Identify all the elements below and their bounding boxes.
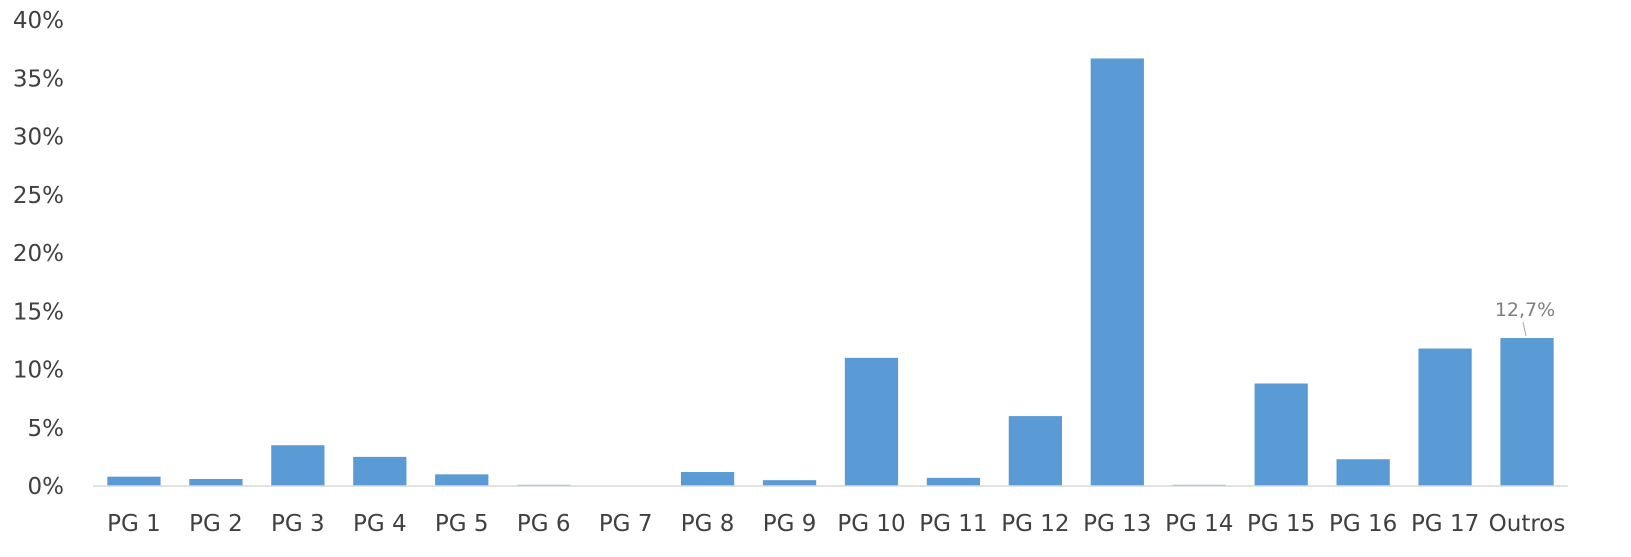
bar-pg-4 (353, 456, 407, 486)
x-tick-label: PG 7 (599, 511, 653, 537)
x-tick-label: PG 12 (1001, 511, 1069, 537)
bar-pg-16 (1336, 459, 1390, 486)
x-tick-label: PG 16 (1329, 511, 1397, 537)
bar-pg-13 (1090, 58, 1144, 486)
y-tick-label: 40% (13, 8, 64, 34)
y-tick-label: 5% (28, 416, 65, 442)
x-tick-label: PG 17 (1411, 511, 1479, 537)
x-axis: PG 1 PG 2 PG 3 PG 4 PG 5 PG 6 PG 7 PG 8 PG 9 PG 1… (107, 511, 1565, 537)
x-tick-label: PG 1 (107, 511, 161, 537)
bar-pg-9 (762, 480, 817, 486)
y-tick-label: 25% (13, 183, 64, 209)
x-tick-label: PG 8 (681, 511, 735, 537)
bar-pg-11 (926, 477, 981, 486)
x-tick-label: PG 3 (271, 511, 325, 537)
y-tick-label: 10% (13, 358, 64, 384)
bar-pg-17 (1418, 348, 1472, 486)
x-tick-label: PG 14 (1165, 511, 1233, 537)
x-tick-label: Outros (1489, 511, 1566, 537)
bar-pg-2 (189, 479, 243, 486)
data-label: 12,7% (1495, 299, 1555, 321)
y-tick-label: 35% (13, 66, 64, 92)
bar-pg-10 (844, 357, 899, 486)
bar-pg-1 (107, 476, 161, 486)
x-tick-label: PG 10 (837, 511, 905, 537)
x-tick-label: PG 4 (353, 511, 407, 537)
y-tick-label: 20% (13, 241, 64, 267)
y-tick-label: 15% (13, 299, 64, 325)
x-tick-label: PG 11 (919, 511, 987, 537)
bars (107, 58, 1554, 486)
bar-pg-8 (680, 472, 735, 486)
y-tick-label: 0% (28, 474, 65, 500)
bar-outros (1500, 338, 1554, 486)
x-tick-label: PG 6 (517, 511, 571, 537)
bar-pg-12 (1008, 416, 1062, 486)
y-axis: 0% 5% 10% 15% 20% 25% 30% 35% 40% (13, 8, 64, 500)
bar-pg-5 (435, 474, 489, 486)
x-tick-label: PG 9 (763, 511, 817, 537)
bar-pg-3 (271, 445, 325, 486)
x-tick-label: PG 2 (189, 511, 243, 537)
y-tick-label: 30% (13, 125, 64, 151)
data-labels: 12,7% (1495, 299, 1555, 337)
bar-pg-15 (1254, 383, 1308, 486)
x-tick-label: PG 15 (1247, 511, 1315, 537)
x-tick-label: PG 13 (1083, 511, 1151, 537)
data-label-leader-line (1522, 321, 1527, 337)
x-tick-label: PG 5 (435, 511, 489, 537)
